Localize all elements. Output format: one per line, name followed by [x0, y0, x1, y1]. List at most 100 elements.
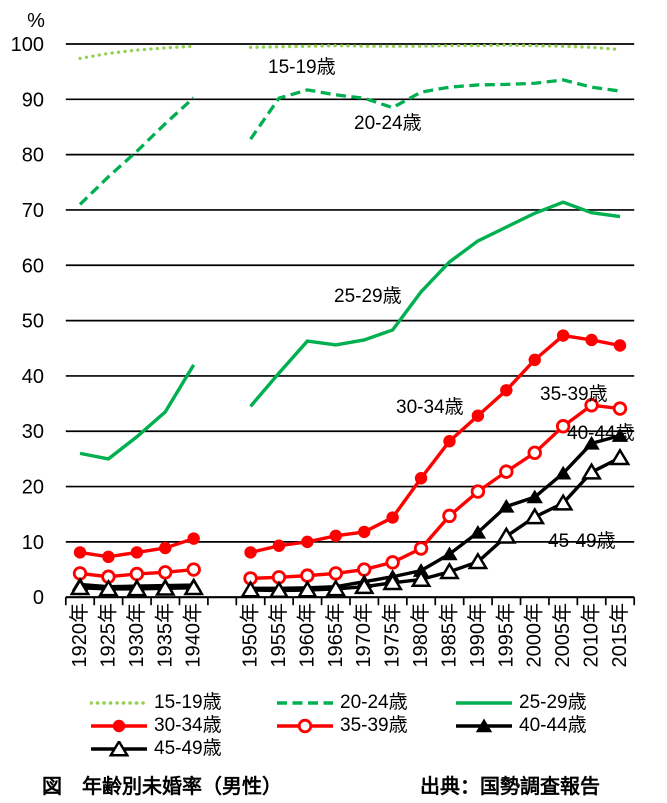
series-marker-filled-circle: [528, 353, 541, 367]
series-lines: [69, 43, 631, 599]
y-tick-label: 10: [22, 532, 44, 554]
x-tick-label: 2005年: [551, 603, 574, 668]
legend-label: 35-39歳: [340, 715, 408, 736]
series-marker-open-circle: [413, 541, 429, 556]
legend-item-30-34: 30-34歳: [90, 715, 222, 737]
legend-swatch-filled-triangle-line: [456, 718, 512, 733]
figure-source: 出典：国勢調査報告: [420, 776, 600, 798]
legend-swatch-open-triangle-line: [91, 741, 147, 757]
series-marker-filled-circle: [471, 409, 485, 422]
series-marker-filled-circle: [556, 329, 570, 342]
legend-swatch-open-circle-line: [277, 718, 333, 734]
x-tick-label: 1940年: [182, 603, 205, 668]
gridlines: [65, 43, 635, 599]
x-tick-label: 1965年: [324, 603, 347, 668]
series-marker-filled-circle: [386, 511, 399, 524]
series-label-annotation: 15-19歳: [268, 56, 336, 78]
legend-label: 20-24歳: [340, 692, 408, 713]
series-marker-open-circle: [297, 718, 313, 734]
y-axis-unit-label: %: [27, 10, 45, 32]
series-marker-filled-circle: [187, 532, 200, 545]
series-marker-filled-triangle: [611, 428, 629, 442]
series-marker-open-circle: [442, 508, 457, 524]
series-line-15-19歳: [248, 43, 622, 52]
series-marker-open-triangle: [98, 578, 119, 597]
series-marker-open-circle: [527, 445, 542, 461]
x-tick-label: 2015年: [608, 603, 631, 668]
legend-item-20-24: 20-24歳: [276, 692, 408, 714]
series-marker-filled-triangle: [475, 718, 493, 733]
y-tick-label: 60: [22, 255, 44, 277]
series-label-annotation: 25-29歳: [334, 285, 402, 307]
series-marker-open-triangle: [69, 577, 91, 596]
series-marker-filled-circle: [414, 472, 428, 485]
series-marker-filled-triangle: [554, 465, 572, 480]
y-tick-label: 100: [11, 34, 44, 56]
legend-item-15-19: 15-19歳: [90, 692, 222, 714]
series-marker-filled-circle: [613, 339, 627, 352]
y-tick-label: 0: [33, 587, 44, 609]
series-marker-open-triangle: [495, 526, 517, 544]
series-marker-filled-triangle: [441, 546, 458, 561]
series-marker-filled-circle: [585, 333, 598, 347]
series-marker-filled-triangle: [583, 435, 600, 450]
series-marker-open-triangle: [353, 576, 375, 595]
series-marker-open-triangle: [581, 462, 602, 480]
series-marker-open-triangle: [410, 569, 432, 587]
series-marker-open-triangle: [552, 493, 574, 511]
series-marker-open-circle: [555, 419, 571, 434]
series-marker-filled-circle: [102, 550, 115, 564]
legend-item-35-39: 35-39歳: [276, 715, 408, 737]
x-tick-label: 1950年: [239, 603, 262, 668]
y-tick-label: 80: [22, 145, 44, 167]
series-marker-open-circle: [328, 566, 343, 581]
x-tick-label: 1955年: [267, 603, 290, 668]
series-marker-open-triangle: [325, 578, 347, 597]
y-axis-labels: 0 10 20 30 40 50 60 70 80 90 100: [11, 34, 44, 609]
series-label-annotation: 35-39歳: [540, 383, 608, 405]
legend-item-25-29: 25-29歳: [455, 692, 587, 714]
series-line-15-19歳: [78, 44, 196, 61]
series-label-annotation: 45-49歳: [548, 530, 616, 552]
x-tick-label: 1920年: [68, 603, 91, 668]
x-tick-label: 2000年: [523, 603, 546, 668]
series-marker-filled-circle: [443, 434, 456, 448]
series-annotations: 15-19歳 20-24歳 25-29歳 30-34歳 35-39歳 40-44歳 45-4…: [268, 56, 635, 552]
series-marker-open-circle: [300, 568, 315, 583]
y-tick-label: 50: [22, 311, 44, 333]
x-tick-label: 1980年: [409, 603, 432, 668]
legend-label: 30-34歳: [154, 715, 222, 736]
series-label-annotation: 40-44歳: [567, 422, 635, 444]
legend-label: 15-19歳: [154, 692, 222, 713]
series-marker-filled-circle: [272, 539, 286, 552]
y-tick-label: 40: [22, 366, 44, 388]
x-tick-label: 1985年: [437, 603, 460, 668]
x-tick-label: 1925年: [96, 603, 119, 668]
series-label-annotation: 20-24歳: [354, 112, 422, 134]
y-tick-label: 20: [22, 477, 44, 499]
series-marker-open-triangle: [382, 572, 404, 591]
legend-item-40-44: 40-44歳: [455, 715, 587, 737]
x-tick-label: 1990年: [466, 603, 489, 668]
series-marker-open-circle: [499, 464, 514, 479]
x-axis: 1920年 1925年 1930年 1935年 1940年 1950年 1955年 1960年…: [64, 597, 636, 668]
chart-plot-area: % 0 10 20 30 40 50 60 70 80 90 100 1920年 1925年 1930年…: [11, 10, 636, 668]
series-marker-filled-circle: [358, 525, 371, 539]
y-tick-label: 70: [22, 200, 44, 222]
series-line-25-29歳: [249, 200, 621, 408]
legend-item-45-49: 45-49歳: [90, 738, 222, 760]
series-marker-open-triangle: [524, 507, 546, 525]
series-marker-open-circle: [385, 555, 400, 570]
legend-swatch-solid-line: [456, 701, 512, 705]
y-tick-label: 30: [22, 421, 44, 443]
series-marker-filled-triangle: [469, 524, 487, 539]
series-marker-open-circle: [612, 401, 628, 416]
series-line-20-24歳: [249, 78, 621, 141]
x-tick-label: 1935年: [153, 603, 176, 668]
series-marker-filled-circle: [112, 719, 126, 733]
x-tick-label: 1995年: [494, 603, 517, 668]
x-tick-label: 1970年: [352, 603, 375, 668]
series-marker-filled-circle: [301, 535, 314, 549]
series-marker-filled-circle: [130, 546, 144, 559]
series-marker-open-circle: [158, 565, 173, 580]
